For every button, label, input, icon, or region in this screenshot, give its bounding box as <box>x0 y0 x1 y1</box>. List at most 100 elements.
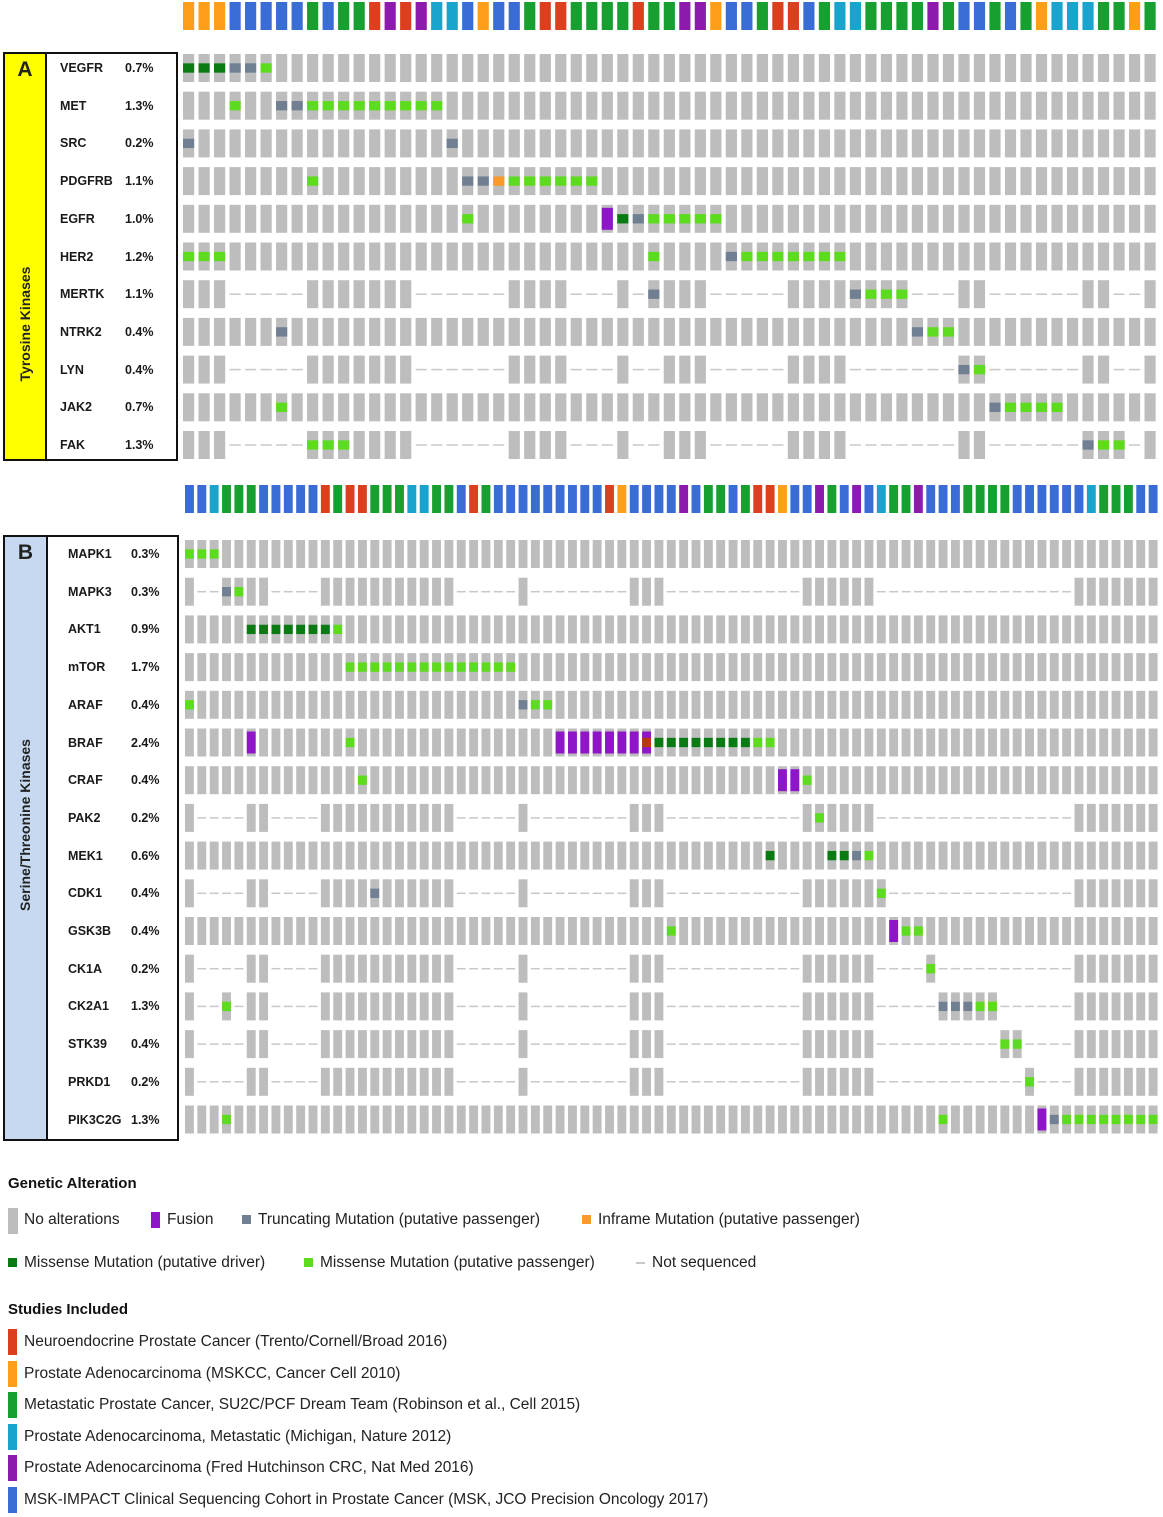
gene-cell <box>740 653 750 682</box>
gene-cell <box>431 167 443 196</box>
gene-cell <box>803 129 815 158</box>
gene-cell <box>432 690 441 719</box>
gene-cell <box>419 577 429 606</box>
gene-cell <box>432 879 441 908</box>
not-sequenced-mark <box>617 892 627 895</box>
not-sequenced-mark <box>222 967 231 970</box>
gene-cell <box>506 766 516 795</box>
gene-cell <box>1049 653 1059 682</box>
gene-cell <box>728 540 738 568</box>
gene-cell <box>419 954 429 983</box>
gene-cell <box>524 129 536 158</box>
gene-cell <box>183 355 195 384</box>
gene-cell <box>1020 91 1032 120</box>
not-sequenced-mark <box>469 590 479 593</box>
gene-cell <box>963 615 973 644</box>
gene-cell <box>839 690 849 719</box>
gene-cell <box>839 728 849 757</box>
gene-cell <box>1062 540 1072 568</box>
gene-cell <box>911 393 924 422</box>
gene-cell <box>477 91 489 120</box>
gene-cell <box>642 803 652 832</box>
not-sequenced-mark <box>493 1043 503 1045</box>
gene-cell <box>370 954 380 983</box>
not-sequenced-mark <box>666 892 676 895</box>
gene-cell <box>1025 917 1034 945</box>
gene-cell <box>209 690 219 719</box>
gene-cell <box>1012 540 1022 568</box>
not-sequenced-mark <box>716 1005 726 1008</box>
gene-cell <box>1082 129 1094 158</box>
gene-cell <box>1074 917 1084 945</box>
gene-cell <box>963 841 973 870</box>
mutation-mark <box>926 964 936 974</box>
gene-cell <box>1136 577 1146 606</box>
legend-swatch <box>242 1215 251 1224</box>
not-sequenced-mark <box>462 368 474 371</box>
gene-cell <box>580 690 590 719</box>
mutation-mark <box>222 587 231 597</box>
gene-cell <box>1148 577 1158 606</box>
gene-cell <box>400 280 412 309</box>
not-sequenced-mark <box>567 590 577 593</box>
gene-cell <box>963 1105 973 1134</box>
gene-cell <box>369 54 381 82</box>
gene-cell <box>802 1067 812 1096</box>
study-cell <box>586 2 598 30</box>
not-sequenced-mark <box>889 892 899 895</box>
gene-cell <box>209 615 219 644</box>
mutation-mark <box>1136 1114 1146 1125</box>
fusion-mark <box>555 731 565 754</box>
gene-cell <box>283 766 293 795</box>
not-sequenced-mark <box>555 1005 565 1008</box>
study-cell <box>601 2 613 30</box>
not-sequenced-mark <box>913 892 923 895</box>
not-sequenced-mark <box>462 444 474 446</box>
gene-cell <box>741 54 753 82</box>
gene-cell <box>229 242 241 271</box>
mutation-mark <box>741 251 753 262</box>
mutation-mark <box>753 737 763 748</box>
gene-cell <box>539 91 551 120</box>
not-sequenced-mark <box>605 1081 614 1083</box>
gene-cell <box>973 129 986 158</box>
gene-cell <box>852 577 862 606</box>
not-sequenced-mark <box>648 368 660 371</box>
gene-cell <box>222 615 231 644</box>
mutation-mark <box>370 662 380 672</box>
gene-cell <box>679 1105 689 1134</box>
gene-cell <box>524 204 536 233</box>
panel-b-frame <box>3 535 179 1141</box>
mutation-mark <box>663 214 675 224</box>
gene-cell <box>958 204 970 233</box>
gene-cell <box>333 954 343 983</box>
study-cell <box>1099 485 1109 513</box>
gene-cell <box>1074 615 1084 644</box>
gene-cell <box>1062 615 1072 644</box>
gene-cell <box>753 1105 763 1134</box>
not-sequenced-mark <box>1037 1005 1047 1008</box>
gene-cell <box>703 653 713 682</box>
not-sequenced-mark <box>234 967 244 970</box>
gene-cell <box>654 917 664 945</box>
gene-cell <box>1099 766 1109 795</box>
gene-cell <box>790 1105 800 1134</box>
gene-cell <box>605 1105 614 1134</box>
gene-cell <box>419 540 429 568</box>
gene-cell <box>369 242 381 271</box>
gene-cell <box>938 615 948 644</box>
not-sequenced-mark <box>617 967 627 970</box>
not-sequenced-mark <box>772 368 784 371</box>
gene-cell <box>345 917 355 945</box>
gene-cell <box>601 54 613 82</box>
gene-cell <box>839 917 849 945</box>
gene-cell <box>395 992 404 1021</box>
gene-alteration-percent: 0.4% <box>131 773 160 788</box>
mutation-mark <box>876 888 886 898</box>
gene-cell <box>1148 879 1158 908</box>
gene-cell <box>663 393 675 422</box>
gene-cell <box>382 1030 392 1059</box>
gene-cell <box>679 91 691 120</box>
gene-cell <box>1004 129 1017 158</box>
gene-cell <box>1136 1067 1146 1096</box>
